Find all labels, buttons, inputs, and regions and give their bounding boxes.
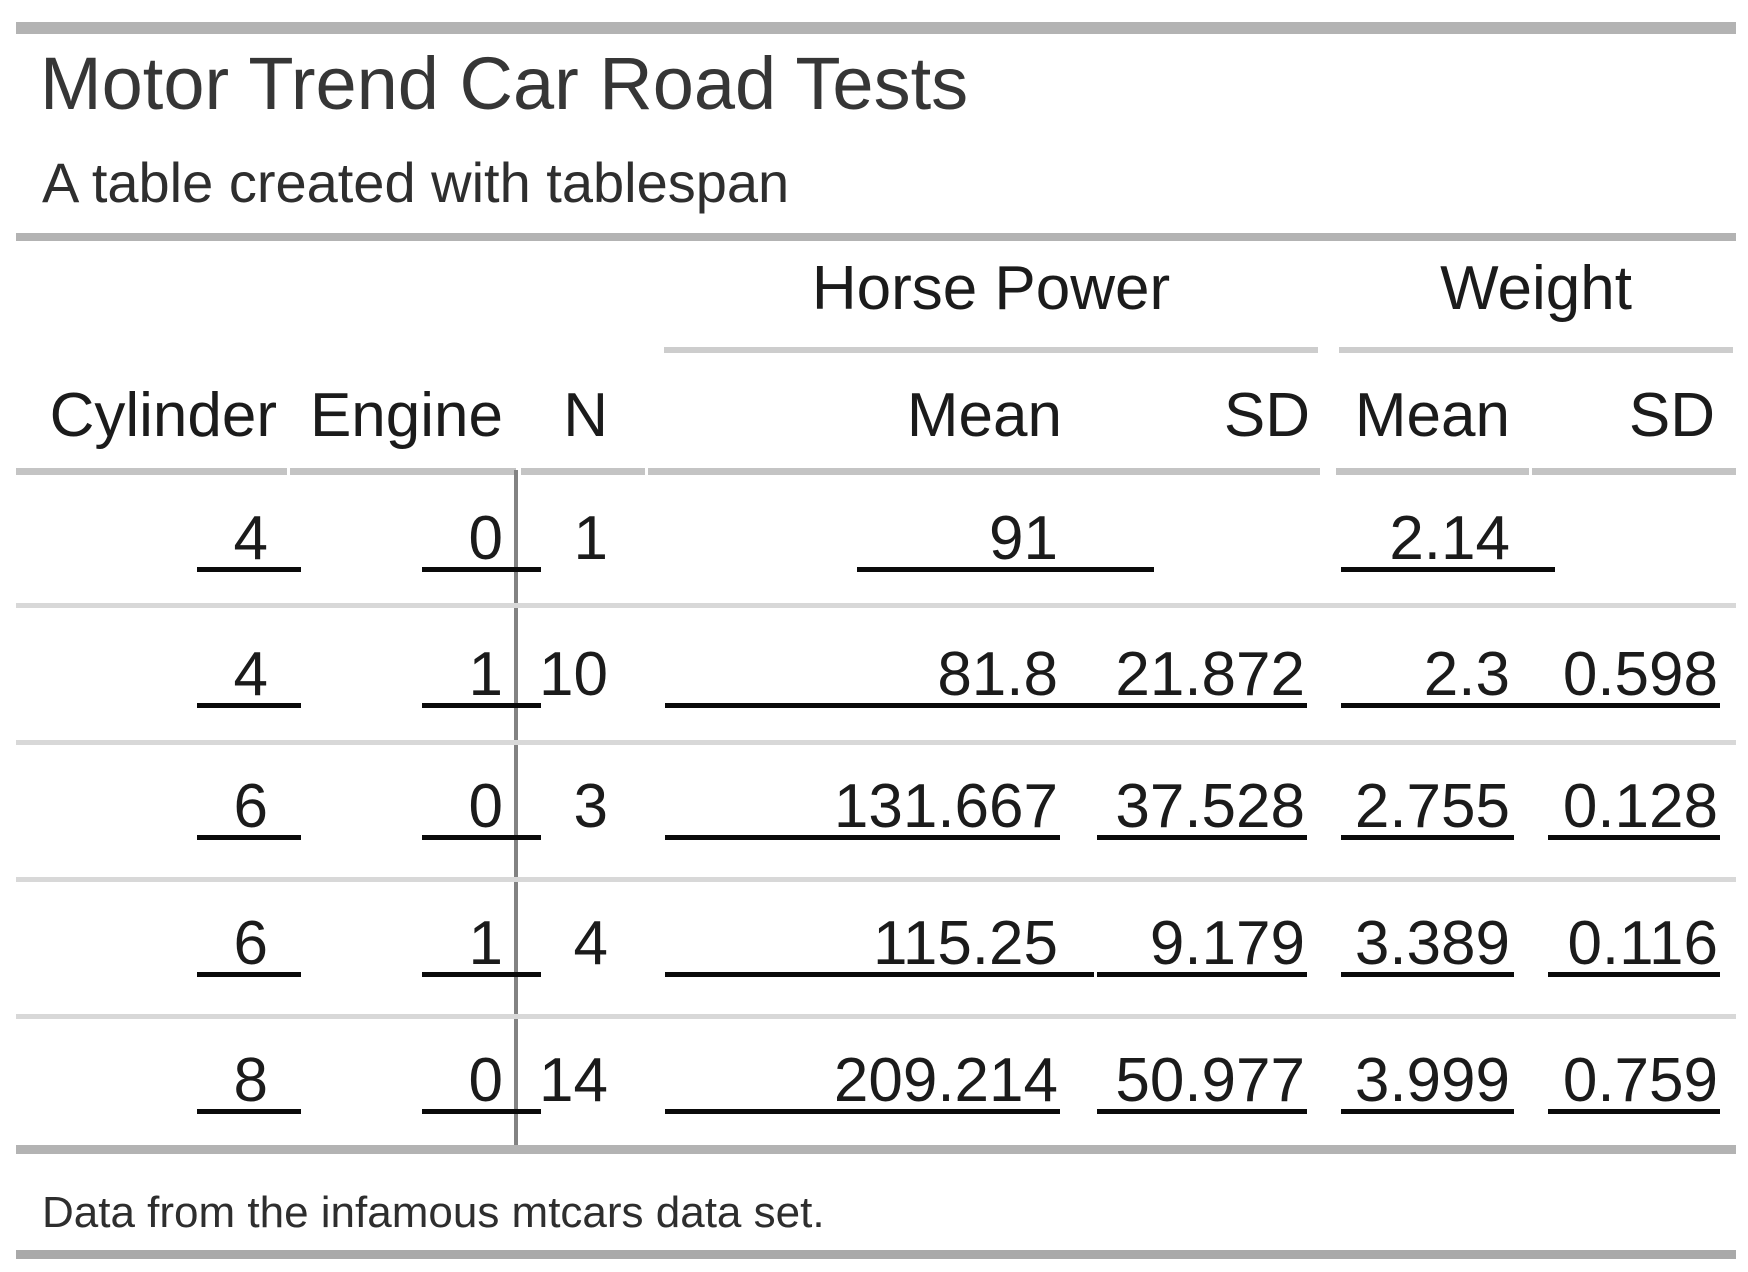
spanner-weight: Weight bbox=[1440, 254, 1632, 323]
cell-wt-mean: 2.3 bbox=[1341, 644, 1588, 708]
cell-wt-mean: 2.755 bbox=[1341, 776, 1514, 840]
page-title: Motor Trend Car Road Tests bbox=[40, 42, 969, 125]
col-header-cylinder: Cylinder bbox=[49, 381, 277, 450]
cell-wt-sd: 0.116 bbox=[1548, 913, 1720, 977]
cell-wt-sd: 0.759 bbox=[1548, 1050, 1720, 1114]
cell-hp-sd: 50.977 bbox=[1097, 1050, 1307, 1114]
top-rule bbox=[16, 22, 1736, 34]
cell-hp-mean: 91 bbox=[857, 508, 1154, 572]
col-header-hp-sd: SD bbox=[1223, 381, 1310, 450]
spanner-underline-horse-power bbox=[664, 347, 1318, 353]
cell-cylinder: 6 bbox=[197, 913, 301, 977]
header-underline bbox=[1336, 468, 1529, 475]
cell-hp-mean: 115.25 bbox=[665, 913, 1094, 977]
header-underline bbox=[16, 468, 287, 475]
cell-cylinder: 8 bbox=[197, 1050, 301, 1114]
cell-engine: 0 bbox=[422, 776, 541, 840]
column-divider bbox=[514, 470, 518, 1152]
header-underline bbox=[290, 468, 516, 475]
cell-wt-mean: 2.14 bbox=[1341, 508, 1555, 572]
cell-hp-sd: 9.179 bbox=[1097, 913, 1307, 977]
row-separator bbox=[16, 1014, 1736, 1019]
cell-cylinder: 4 bbox=[197, 508, 301, 572]
body-bottom-rule bbox=[16, 1145, 1736, 1154]
cell-hp-sd: 37.528 bbox=[1097, 776, 1307, 840]
page-subtitle: A table created with tablespan bbox=[42, 151, 790, 214]
cell-n: 14 bbox=[539, 1046, 608, 1115]
header-underline bbox=[1532, 468, 1736, 475]
cell-wt-sd: 0.598 bbox=[1548, 644, 1720, 708]
spanner-horse-power: Horse Power bbox=[811, 254, 1171, 323]
row-separator bbox=[16, 603, 1736, 608]
row-separator bbox=[16, 740, 1736, 745]
cell-cylinder: 4 bbox=[197, 644, 301, 708]
cell-wt-sd bbox=[1548, 510, 1720, 567]
cell-engine: 1 bbox=[422, 913, 541, 977]
row-separator bbox=[16, 877, 1736, 882]
table-footnote: Data from the infamous mtcars data set. bbox=[42, 1188, 825, 1237]
cell-engine: 1 bbox=[422, 644, 541, 708]
col-header-wt-sd: SD bbox=[1628, 381, 1715, 450]
cell-hp-mean: 81.8 bbox=[665, 644, 1133, 708]
cell-n: 1 bbox=[573, 504, 608, 573]
col-header-hp-mean: Mean bbox=[906, 381, 1062, 450]
spanner-underline-weight bbox=[1339, 347, 1733, 353]
cell-hp-sd bbox=[1097, 510, 1307, 567]
cell-wt-sd: 0.128 bbox=[1548, 776, 1720, 840]
col-header-engine: Engine bbox=[309, 381, 503, 450]
header-underline bbox=[521, 468, 645, 475]
cell-wt-mean: 3.999 bbox=[1341, 1050, 1514, 1114]
cell-wt-mean: 3.389 bbox=[1341, 913, 1514, 977]
col-header-wt-mean: Mean bbox=[1354, 381, 1510, 450]
cell-cylinder: 6 bbox=[197, 776, 301, 840]
cell-hp-mean: 209.214 bbox=[665, 1050, 1060, 1114]
cell-hp-sd: 21.872 bbox=[1097, 644, 1307, 708]
cell-engine: 0 bbox=[422, 508, 541, 572]
bottom-rule bbox=[16, 1250, 1736, 1259]
cell-hp-mean: 131.667 bbox=[665, 776, 1060, 840]
header-underline bbox=[648, 468, 1320, 475]
cell-n: 10 bbox=[539, 640, 608, 709]
cell-n: 4 bbox=[573, 909, 608, 978]
col-header-n: N bbox=[563, 381, 608, 450]
cell-engine: 0 bbox=[422, 1050, 541, 1114]
cell-n: 3 bbox=[573, 772, 608, 841]
header-top-rule bbox=[16, 233, 1736, 241]
